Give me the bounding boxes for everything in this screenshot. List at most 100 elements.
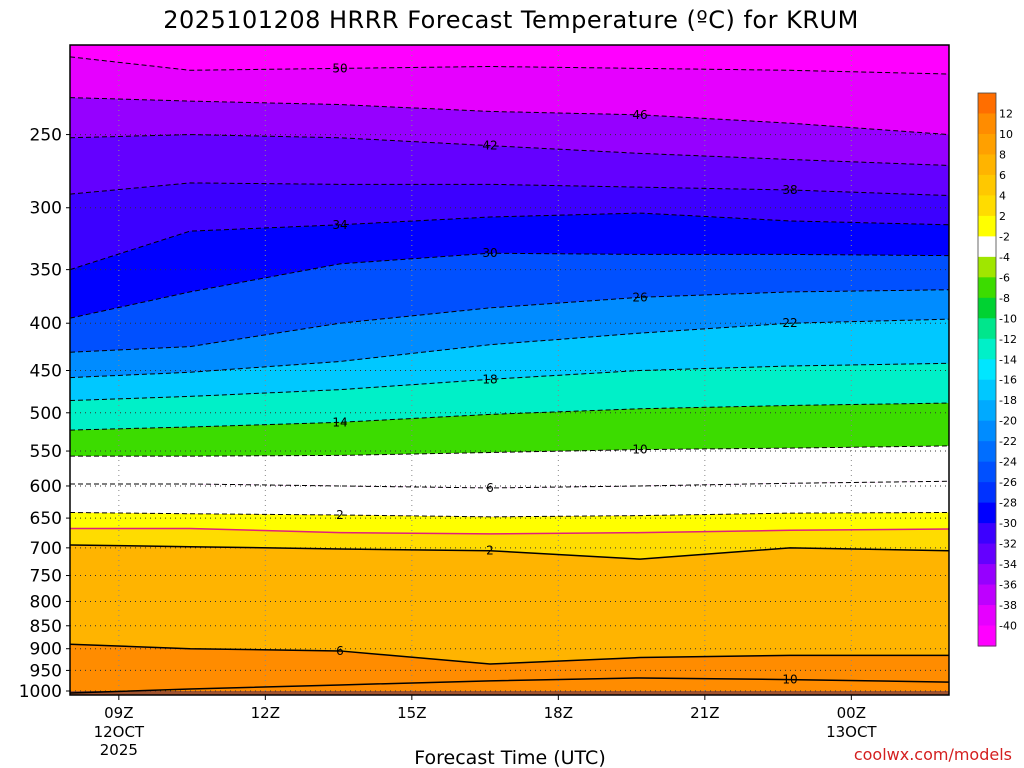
band--2 xyxy=(70,512,949,534)
band-2 xyxy=(70,544,949,665)
colorbar-label--6: -6 xyxy=(999,271,1010,284)
contour-label--10: 10 xyxy=(632,443,647,457)
colorbar-label-10: 10 xyxy=(999,128,1013,141)
colorbar-swatch xyxy=(978,133,996,156)
colorbar-label-2: 2 xyxy=(999,210,1006,223)
colorbar-swatch xyxy=(978,461,996,483)
contour-line--34 xyxy=(69,212,950,271)
colorbar-label--34: -34 xyxy=(999,558,1017,571)
band--42 xyxy=(70,134,949,196)
colorbar-label--10: -10 xyxy=(999,312,1017,325)
y-tick-label-950: 950 xyxy=(30,661,62,681)
colorbar-swatch xyxy=(978,420,996,442)
colorbar-label--12: -12 xyxy=(999,333,1017,346)
band--18 xyxy=(70,363,949,431)
contour-line-6 xyxy=(69,643,949,665)
colorbar-label--2: -2 xyxy=(999,230,1010,243)
band-10 xyxy=(70,677,949,695)
colorbar-label--28: -28 xyxy=(999,497,1017,510)
contour-line--6 xyxy=(70,480,950,489)
colorbar-swatch xyxy=(978,113,996,135)
x-tick-label-09Z: 09Z xyxy=(104,704,133,722)
colorbar-swatch xyxy=(978,174,996,197)
y-tick-label-300: 300 xyxy=(30,199,62,219)
contour-line--50 xyxy=(69,56,950,75)
y-tick-label-350: 350 xyxy=(30,261,62,281)
x-tick-year: 2025 xyxy=(100,741,138,759)
colorbar-label--4: -4 xyxy=(999,251,1010,264)
contour-label--50: 50 xyxy=(332,61,347,75)
y-tick-label-400: 400 xyxy=(30,314,62,334)
colorbar-swatch xyxy=(978,154,996,176)
y-tick-label-700: 700 xyxy=(30,539,62,559)
contour-line--46 xyxy=(69,97,950,136)
colorbar-swatch xyxy=(978,277,996,299)
contour-line-2 xyxy=(69,544,950,560)
contour-line--14 xyxy=(69,402,950,431)
colorbar-swatch xyxy=(978,584,996,606)
band--50 xyxy=(70,56,949,135)
colorbar-frame xyxy=(977,92,997,647)
y-tick-label-900: 900 xyxy=(30,640,62,660)
band--14 xyxy=(70,403,949,457)
colorbar-label--22: -22 xyxy=(999,435,1017,448)
band--6 xyxy=(70,481,949,517)
contour-line--42 xyxy=(69,134,950,166)
colorbar-swatch xyxy=(978,236,996,258)
colorbar-swatch xyxy=(978,502,996,524)
colorbar-swatch xyxy=(978,605,996,627)
contour-line--30 xyxy=(69,252,950,319)
colorbar-swatch xyxy=(978,338,996,360)
colorbar-swatch xyxy=(978,195,996,217)
y-tick-label-600: 600 xyxy=(30,477,62,497)
y-tick-label-1000: 1000 xyxy=(19,682,62,702)
x-tick-label-12Z: 12Z xyxy=(251,704,280,722)
contour-label--34: 34 xyxy=(332,218,347,232)
colorbar-swatch xyxy=(978,625,996,647)
y-tick-label-250: 250 xyxy=(30,126,62,146)
y-tick-label-650: 650 xyxy=(30,509,62,529)
y-tick-label-450: 450 xyxy=(30,361,62,381)
band--38 xyxy=(70,182,949,270)
y-tick-label-850: 850 xyxy=(30,617,62,637)
contour-line--22 xyxy=(69,318,950,379)
contour-label--18: 18 xyxy=(482,372,497,386)
colorbar-label--32: -32 xyxy=(999,538,1017,551)
x-tick-label-00Z: 00Z xyxy=(837,704,866,722)
contour-line--10 xyxy=(70,445,950,457)
colorbar-label-6: 6 xyxy=(999,169,1006,182)
y-axis: 250 300 350 400 450 500 550 600 650 700 750 800 850 9… xyxy=(19,126,70,702)
colorbar-label-4: 4 xyxy=(999,189,1006,202)
contour-line--26 xyxy=(69,289,950,353)
x-tick-label-18Z: 18Z xyxy=(544,704,573,722)
band--34 xyxy=(70,213,949,319)
colorbar-swatch xyxy=(978,318,996,340)
colorbar-swatch xyxy=(978,93,996,115)
band-0 xyxy=(70,528,949,560)
colorbar-label--38: -38 xyxy=(999,599,1017,612)
colorbar-label--24: -24 xyxy=(999,456,1017,469)
colorbar-swatch xyxy=(978,256,996,278)
contour-label--38: 38 xyxy=(782,183,797,197)
colorbar-swatch xyxy=(978,543,996,565)
colorbar: 12 10 8 6 4 2 -2 -4 -6 -8 -10 -12 -14 -16 -18 -20 -22 -24… xyxy=(977,92,1017,647)
colorbar-swatch xyxy=(978,297,996,319)
grid-lines xyxy=(70,45,949,695)
y-tick-label-800: 800 xyxy=(30,592,62,612)
contour-line--38 xyxy=(69,182,950,197)
colorbar-swatch xyxy=(978,564,996,586)
x-axis-label: Forecast Time (UTC) xyxy=(414,747,605,768)
contour-line--18 xyxy=(69,362,950,402)
colorbar-label--36: -36 xyxy=(999,579,1017,592)
colorbar-label--26: -26 xyxy=(999,476,1017,489)
colorbar-label-8: 8 xyxy=(999,148,1006,161)
credit-text: coolwx.com/models xyxy=(854,745,1012,764)
contour-label--6: 6 xyxy=(486,481,494,495)
contour-label--30: 30 xyxy=(482,246,497,260)
band--46 xyxy=(70,97,949,166)
colorbar-swatch xyxy=(978,441,996,463)
temperature-fill-bands xyxy=(70,45,949,695)
x-tick-date: 13OCT xyxy=(826,723,877,741)
